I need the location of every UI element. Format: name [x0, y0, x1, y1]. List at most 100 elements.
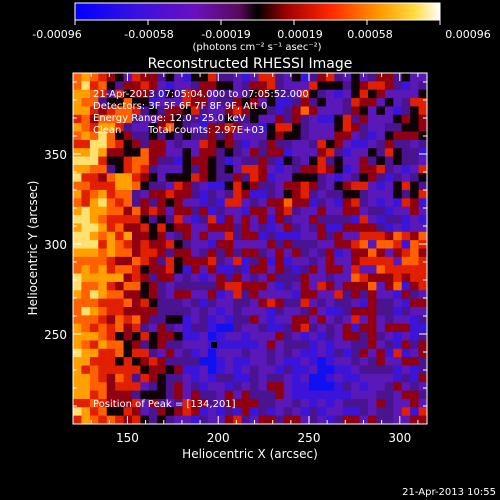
heatmap-cell — [317, 265, 327, 275]
heatmap-cell — [410, 415, 420, 424]
heatmap-cell — [216, 223, 226, 233]
heatmap-cell — [140, 357, 150, 367]
heatmap-cell — [300, 290, 310, 300]
heatmap-cell — [140, 265, 150, 275]
heatmap-cell — [73, 315, 83, 325]
heatmap-cell — [241, 398, 251, 408]
heatmap-cell — [216, 273, 226, 283]
heatmap-cell — [368, 240, 378, 250]
heatmap-cell — [148, 215, 158, 225]
heatmap-cell — [73, 206, 83, 216]
heatmap-cell — [283, 332, 293, 342]
heatmap-cell — [157, 273, 167, 283]
heatmap-cell — [140, 131, 150, 141]
heatmap-cell — [384, 365, 394, 375]
heatmap-cell — [174, 206, 184, 216]
heatmap-cell — [165, 382, 175, 392]
heatmap-cell — [182, 240, 192, 250]
heatmap-cell — [241, 173, 251, 183]
heatmap-cell — [325, 340, 335, 350]
heatmap-cell — [292, 215, 302, 225]
heatmap-cell — [401, 148, 411, 158]
heatmap-cell — [325, 98, 335, 108]
heatmap-cell — [182, 131, 192, 141]
heatmap-cell — [317, 382, 327, 392]
heatmap-cell — [401, 123, 411, 133]
heatmap-cell — [401, 290, 411, 300]
heatmap-cell — [418, 106, 427, 116]
heatmap-cell — [73, 332, 83, 342]
heatmap-cell — [207, 73, 217, 82]
heatmap-cell — [300, 265, 310, 275]
heatmap-cell — [89, 89, 99, 99]
heatmap-cell — [191, 148, 201, 158]
heatmap-cell — [342, 390, 352, 400]
heatmap-cell — [224, 223, 234, 233]
heatmap-cell — [224, 206, 234, 216]
heatmap-cell — [98, 181, 108, 191]
heatmap-cell — [81, 139, 91, 149]
heatmap-cell — [148, 298, 158, 308]
heatmap-cell — [334, 307, 344, 316]
heatmap-cell — [73, 106, 83, 116]
heatmap-cell — [89, 198, 99, 208]
heatmap-cell — [351, 382, 361, 392]
heatmap-cell — [283, 89, 293, 99]
heatmap-cell — [342, 298, 352, 308]
heatmap-cell — [115, 373, 125, 383]
heatmap-cell — [317, 398, 327, 408]
heatmap-cell — [250, 332, 260, 342]
heatmap-cell — [81, 81, 91, 91]
heatmap-cell — [98, 415, 108, 424]
heatmap-cell — [106, 240, 116, 250]
heatmap-cell — [216, 114, 226, 124]
heatmap-cell — [174, 148, 184, 158]
heatmap-cell — [292, 123, 302, 133]
heatmap-cell — [174, 273, 184, 283]
heatmap-cell — [165, 248, 175, 258]
heatmap-cell — [224, 365, 234, 375]
heatmap-cell — [292, 365, 302, 375]
heatmap-cell — [292, 131, 302, 141]
heatmap-cell — [157, 190, 167, 199]
heatmap-cell — [148, 131, 158, 141]
heatmap-cell — [216, 332, 226, 342]
heatmap-cell — [157, 256, 167, 266]
heatmap-cell — [148, 98, 158, 108]
heatmap-cell — [258, 148, 268, 158]
heatmap-cell — [98, 390, 108, 400]
heatmap-cell — [334, 332, 344, 342]
heatmap-cell — [275, 398, 285, 408]
heatmap-cell — [393, 114, 403, 124]
heatmap-cell — [123, 89, 133, 99]
heatmap-cell — [182, 307, 192, 316]
heatmap-cell — [89, 256, 99, 266]
heatmap-cell — [309, 231, 319, 241]
heatmap-cell — [98, 206, 108, 216]
heatmap-cell — [266, 223, 276, 233]
heatmap-cell — [241, 365, 251, 375]
heatmap-cell — [106, 164, 116, 174]
heatmap-cell — [140, 73, 150, 82]
heatmap-cell — [73, 139, 83, 149]
heatmap-cell — [351, 390, 361, 400]
heatmap-cell — [233, 98, 243, 108]
heatmap-cell — [292, 382, 302, 392]
heatmap-cell — [418, 123, 427, 133]
heatmap-cell — [106, 139, 116, 149]
heatmap-cell — [351, 240, 361, 250]
heatmap-cell — [359, 131, 369, 141]
heatmap-cell — [199, 298, 209, 308]
heatmap-cell — [123, 407, 133, 417]
heatmap-cell — [132, 156, 142, 166]
heatmap-cell — [384, 273, 394, 283]
heatmap-cell — [393, 340, 403, 350]
heatmap-cell — [418, 89, 427, 99]
heatmap-cell — [148, 206, 158, 216]
heatmap-cell — [199, 273, 209, 283]
heatmap-cell — [81, 106, 91, 116]
heatmap-cell — [199, 382, 209, 392]
heatmap-cell — [258, 106, 268, 116]
heatmap-cell — [317, 139, 327, 149]
heatmap-cell — [384, 415, 394, 424]
